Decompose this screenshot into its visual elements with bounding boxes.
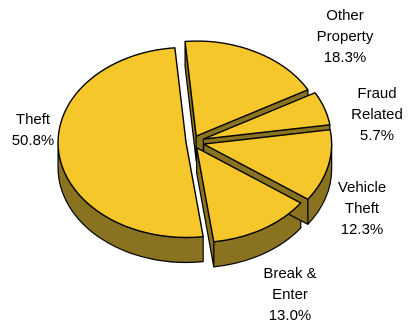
slice-value-3: 13.0% bbox=[269, 307, 312, 324]
pie-slice-0 bbox=[184, 40, 309, 137]
slice-name-3: Break & bbox=[263, 265, 316, 282]
pie-slice-1 bbox=[202, 92, 331, 140]
slice-name-3: Enter bbox=[272, 286, 308, 303]
pie-slice-2 bbox=[202, 129, 333, 201]
slice-label-0: Other Property 18.3% bbox=[317, 7, 374, 66]
slice-name-1: Related bbox=[351, 106, 403, 123]
slice-label-1: Fraud Related 5.7% bbox=[351, 85, 403, 144]
slice-name-2: Vehicle bbox=[338, 179, 386, 196]
pie-slice-4 bbox=[57, 47, 204, 239]
slice-value-2: 12.3% bbox=[341, 221, 384, 238]
slice-label-2: Vehicle Theft 12.3% bbox=[338, 179, 386, 238]
slice-value-4: 50.8% bbox=[12, 132, 55, 149]
pie-slice-tops bbox=[57, 40, 333, 243]
slice-name-0: Property bbox=[317, 28, 374, 45]
pie-slice-3 bbox=[195, 147, 302, 243]
slice-label-3: Break & Enter 13.0% bbox=[263, 265, 316, 324]
slice-label-4: Theft 50.8% bbox=[12, 111, 55, 149]
slice-value-1: 5.7% bbox=[360, 127, 394, 144]
slice-value-0: 18.3% bbox=[324, 49, 367, 66]
slice-name-4: Theft bbox=[16, 111, 51, 128]
slice-name-0: Other bbox=[326, 7, 364, 24]
slice-name-2: Theft bbox=[345, 200, 380, 217]
slice-name-1: Fraud bbox=[357, 85, 396, 102]
pie-labels: Other Property 18.3% Fraud Related 5.7% Vehicl… bbox=[12, 7, 403, 324]
